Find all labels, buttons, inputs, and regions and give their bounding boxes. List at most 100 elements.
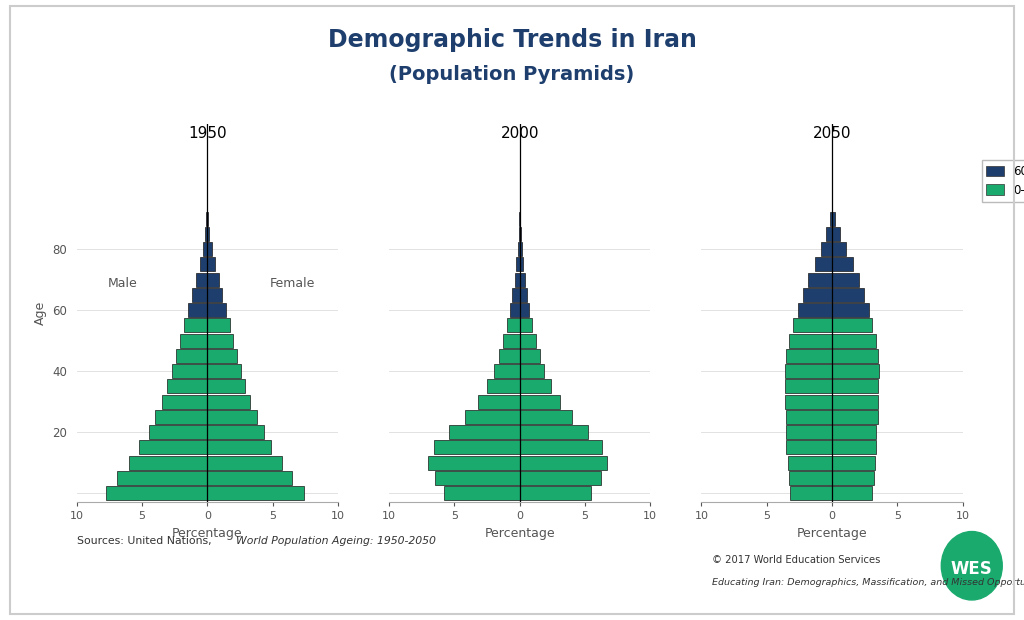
Bar (798, 303, 831, 317)
Bar (207, 425, 263, 439)
Bar (831, 456, 876, 469)
Bar (831, 334, 877, 348)
Bar (520, 257, 523, 272)
Bar (831, 364, 879, 378)
Bar (478, 394, 520, 409)
Bar (520, 273, 524, 286)
Bar (831, 394, 878, 409)
Bar (520, 456, 607, 469)
Bar (118, 471, 207, 485)
Bar (162, 394, 207, 409)
Bar (520, 288, 526, 302)
Bar (831, 486, 872, 500)
Bar (788, 471, 831, 485)
Bar (203, 242, 207, 256)
Bar (207, 410, 257, 424)
Bar (176, 349, 207, 363)
Bar (831, 257, 853, 272)
Bar (207, 456, 282, 469)
Bar (428, 456, 520, 469)
Bar (207, 471, 292, 485)
Bar (520, 379, 551, 393)
Bar (167, 379, 207, 393)
Text: Educating Iran: Demographics, Massification, and Missed Opportunities, wes.org/R: Educating Iran: Demographics, Massificat… (712, 578, 1024, 587)
Bar (207, 349, 238, 363)
Bar (450, 425, 520, 439)
Bar (788, 334, 831, 348)
Bar (503, 334, 520, 348)
Text: Female: Female (269, 277, 315, 290)
Bar (520, 349, 540, 363)
Bar (786, 349, 831, 363)
Bar (465, 410, 520, 424)
Legend: 60+, 0-59: 60+, 0-59 (982, 160, 1024, 202)
Bar (520, 303, 529, 317)
Bar (831, 303, 868, 317)
Text: Demographic Trends in Iran: Demographic Trends in Iran (328, 28, 696, 52)
Text: Male: Male (108, 277, 137, 290)
Text: ®: ® (992, 534, 1000, 543)
Bar (520, 440, 602, 454)
Text: 2050: 2050 (813, 126, 851, 141)
Bar (516, 257, 520, 272)
Bar (831, 227, 840, 241)
Bar (815, 257, 831, 272)
Bar (507, 318, 520, 332)
Bar (785, 364, 831, 378)
Bar (803, 288, 831, 302)
Bar (207, 379, 245, 393)
Bar (180, 334, 207, 348)
Bar (518, 242, 520, 256)
Bar (207, 303, 226, 317)
Bar (520, 425, 588, 439)
Text: WES: WES (951, 560, 992, 578)
Bar (148, 425, 207, 439)
Bar (494, 364, 520, 378)
Bar (831, 288, 864, 302)
Bar (831, 379, 879, 393)
Bar (831, 425, 877, 439)
Bar (435, 471, 520, 485)
Bar (520, 227, 521, 241)
X-axis label: Percentage: Percentage (797, 527, 867, 540)
Bar (207, 257, 215, 272)
Text: 2000: 2000 (501, 126, 539, 141)
Bar (520, 410, 571, 424)
Bar (207, 364, 242, 378)
Bar (156, 410, 207, 424)
Bar (444, 486, 520, 500)
Bar (520, 486, 592, 500)
Bar (433, 440, 520, 454)
Bar (207, 394, 251, 409)
Bar (520, 242, 521, 256)
Bar (520, 471, 601, 485)
Bar (831, 410, 878, 424)
Bar (207, 273, 219, 286)
Bar (510, 303, 520, 317)
Text: World Population Ageing: 1950-2050: World Population Ageing: 1950-2050 (236, 536, 435, 546)
Bar (207, 486, 304, 500)
Bar (499, 349, 520, 363)
Bar (786, 410, 831, 424)
Bar (515, 273, 520, 286)
Bar (520, 364, 545, 378)
Bar (105, 486, 207, 500)
Y-axis label: Age: Age (34, 301, 47, 326)
Bar (786, 440, 831, 454)
Bar (172, 364, 207, 378)
Bar (826, 227, 831, 241)
Bar (829, 211, 831, 226)
Bar (831, 349, 879, 363)
Text: © 2017 World Education Services: © 2017 World Education Services (712, 555, 880, 565)
Bar (200, 257, 207, 272)
Bar (831, 471, 873, 485)
Bar (520, 394, 560, 409)
Text: (Population Pyramids): (Population Pyramids) (389, 65, 635, 84)
Bar (831, 211, 836, 226)
Bar (196, 273, 207, 286)
Bar (487, 379, 520, 393)
Bar (207, 288, 222, 302)
Bar (831, 273, 859, 286)
Bar (205, 227, 207, 241)
Bar (520, 318, 532, 332)
